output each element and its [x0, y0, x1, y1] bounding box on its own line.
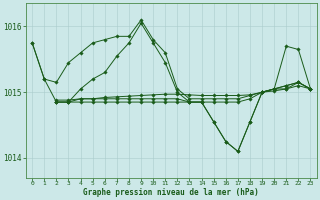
- X-axis label: Graphe pression niveau de la mer (hPa): Graphe pression niveau de la mer (hPa): [84, 188, 259, 197]
